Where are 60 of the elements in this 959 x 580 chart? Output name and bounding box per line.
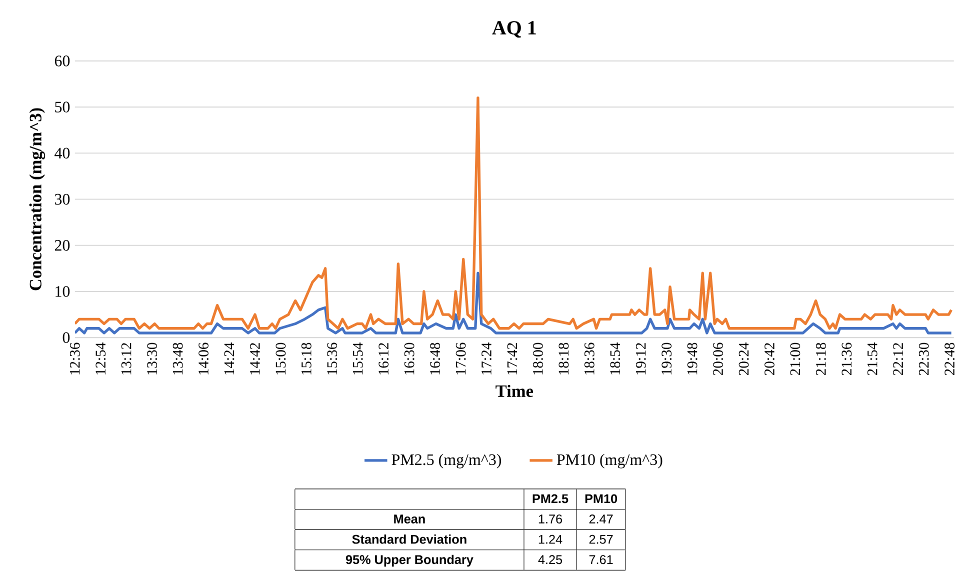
text: Mean	[394, 514, 425, 524]
text: 2.47	[589, 514, 613, 524]
x-tick-label: 17:06	[456, 342, 466, 374]
x-tick-label: 20:42	[764, 342, 774, 375]
x-tick-label: 16:12	[378, 342, 389, 374]
x-tick-label: 12:54	[96, 342, 106, 374]
x-tick-label: 13:30	[147, 342, 158, 374]
x-tick-label: 17:24	[482, 342, 492, 374]
x-tick-label: 22:48	[944, 342, 955, 375]
x-tick-label: 14:24	[224, 342, 234, 374]
y-tick-label: 0	[62, 332, 70, 343]
x-tick-label: 18:18	[558, 342, 569, 374]
x-tick-label: 16:30	[404, 342, 414, 374]
x-tick-label: 18:54	[610, 342, 620, 374]
text: PM10	[585, 494, 618, 504]
text: 1.76	[538, 514, 562, 524]
legend-label: PM10 (mg/m^3)	[556, 454, 662, 468]
text: 7.61	[589, 555, 613, 564]
x-tick-label: 21:00	[790, 342, 800, 375]
text: 95% Upper Boundary	[346, 554, 474, 566]
y-axis-title: Concentration (mg/m^3)	[29, 108, 46, 290]
y-tick-label: 60	[54, 55, 70, 66]
x-tick-label: 13:48	[172, 342, 183, 374]
x-tick-label: 14:06	[198, 342, 209, 374]
x-tick-label: 15:00	[276, 342, 286, 374]
x-tick-label: 21:54	[867, 342, 878, 375]
x-tick-label: 20:06	[713, 342, 724, 375]
x-tick-label: 21:18	[816, 342, 826, 375]
x-axis-title: Time	[496, 384, 534, 397]
x-tick-label: 12:36	[70, 342, 80, 374]
x-tick-label: 19:12	[636, 342, 646, 374]
text: 1.24	[538, 534, 562, 544]
text: 4.25	[538, 555, 562, 564]
y-tick-label: 50	[55, 102, 70, 112]
line-series	[74, 272, 953, 334]
x-tick-label: 15:54	[352, 342, 363, 374]
y-tick-label: 10	[56, 286, 70, 297]
chart-title: AQ 1	[492, 20, 536, 38]
x-tick-label: 15:18	[301, 342, 312, 374]
text: 2.57	[589, 534, 613, 544]
x-tick-label: 18:36	[584, 342, 594, 374]
legend-label: PM2.5 (mg/m^3)	[392, 454, 502, 468]
y-tick-label: 30	[55, 194, 70, 205]
x-tick-label: 22:12	[893, 342, 904, 375]
x-tick-label: 18:00	[533, 342, 543, 374]
x-tick-label: 22:30	[918, 342, 929, 375]
y-tick-label: 20	[54, 240, 70, 251]
x-tick-label: 16:48	[430, 342, 440, 374]
x-tick-label: 15:36	[327, 342, 338, 374]
x-tick-label: 17:42	[507, 342, 518, 374]
x-tick-label: 19:48	[687, 342, 698, 374]
text: Standard Deviation	[352, 534, 466, 544]
x-tick-label: 20:24	[738, 342, 749, 375]
x-tick-label: 13:12	[121, 342, 132, 374]
y-tick-label: 40	[54, 148, 70, 158]
x-tick-label: 21:36	[842, 342, 852, 375]
x-tick-label: 14:42	[250, 342, 260, 374]
x-tick-label: 19:30	[662, 342, 672, 374]
line-series	[74, 96, 953, 330]
text: PM2.5	[532, 494, 568, 504]
